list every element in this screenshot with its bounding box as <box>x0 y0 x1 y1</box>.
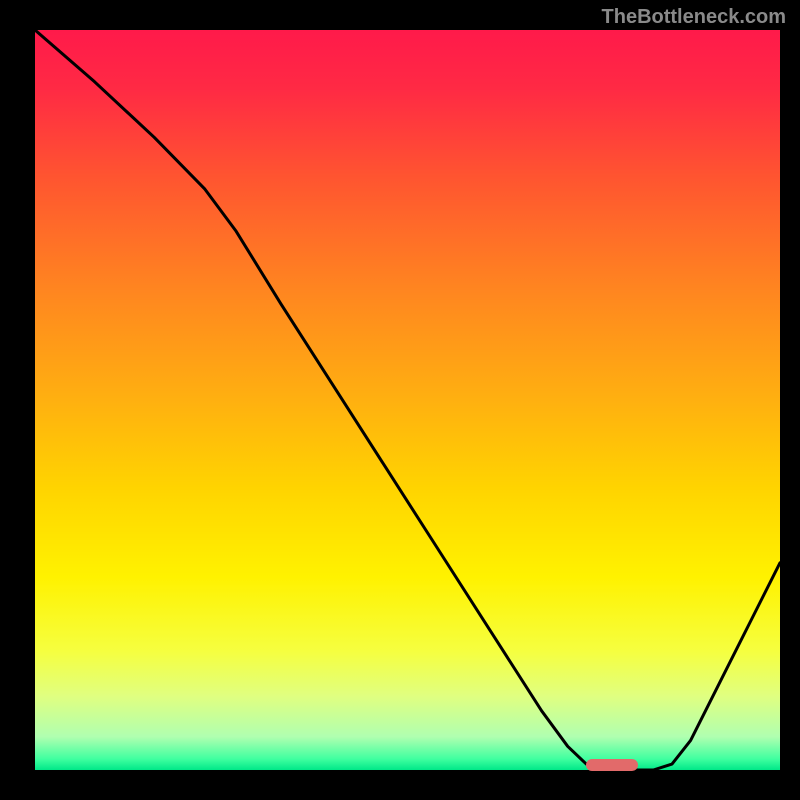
plot-area <box>35 30 780 770</box>
watermark-text: TheBottleneck.com <box>602 6 786 29</box>
chart-container: TheBottleneck.com <box>0 0 800 800</box>
bottleneck-curve <box>35 30 780 770</box>
optimal-range-marker <box>586 759 638 771</box>
